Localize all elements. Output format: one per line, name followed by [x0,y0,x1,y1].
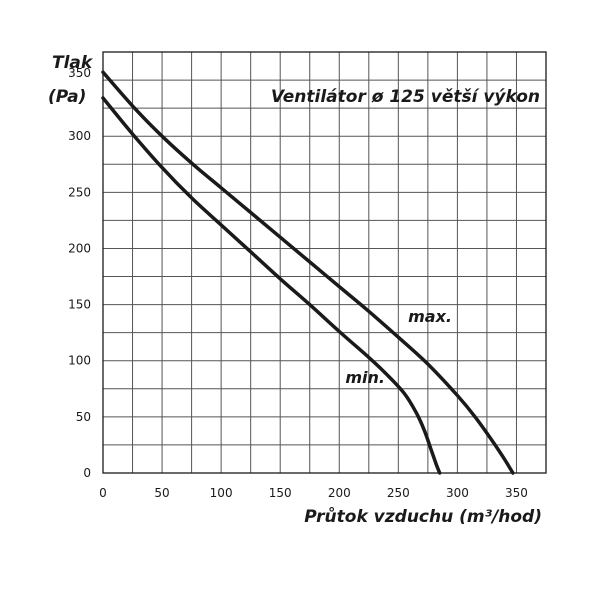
chart-title: Ventilátor ø 125 větší výkon [271,87,540,107]
x-tick-label: 0 [99,486,107,500]
ticks: 0 50 100 150 200 250 300 350 0 50 100 150 200 250 300 3… [68,66,528,500]
series-line-max [101,70,515,475]
x-axis-title: Průtok vzduchu (m³/hod) [304,506,542,527]
x-tick-label: 100 [210,486,233,500]
y-tick-label: 200 [68,241,91,255]
y-tick-label: 100 [68,354,91,368]
curves: max. min. [101,70,515,475]
y-tick-label: 250 [68,185,91,199]
x-tick-label: 200 [328,486,351,500]
y-tick-label: 50 [76,410,91,424]
series-label-min: min. [345,368,385,387]
series-line-min [101,96,442,475]
plot-frame [102,51,547,474]
x-tick-label: 300 [446,486,469,500]
y-axis-title-line1: Tlak [52,53,94,73]
x-tick-label: 50 [154,486,169,500]
y-tick-label: 350 [68,66,91,80]
series-label-max: max. [408,307,452,326]
x-tick-label: 150 [269,486,292,500]
y-tick-label: 0 [83,466,91,480]
y-tick-label: 300 [68,129,91,143]
x-tick-label: 250 [387,486,410,500]
y-axis-title-line2: (Pa) [48,87,86,107]
grid [103,52,546,473]
x-tick-label: 350 [505,486,528,500]
y-tick-label: 150 [68,298,91,312]
